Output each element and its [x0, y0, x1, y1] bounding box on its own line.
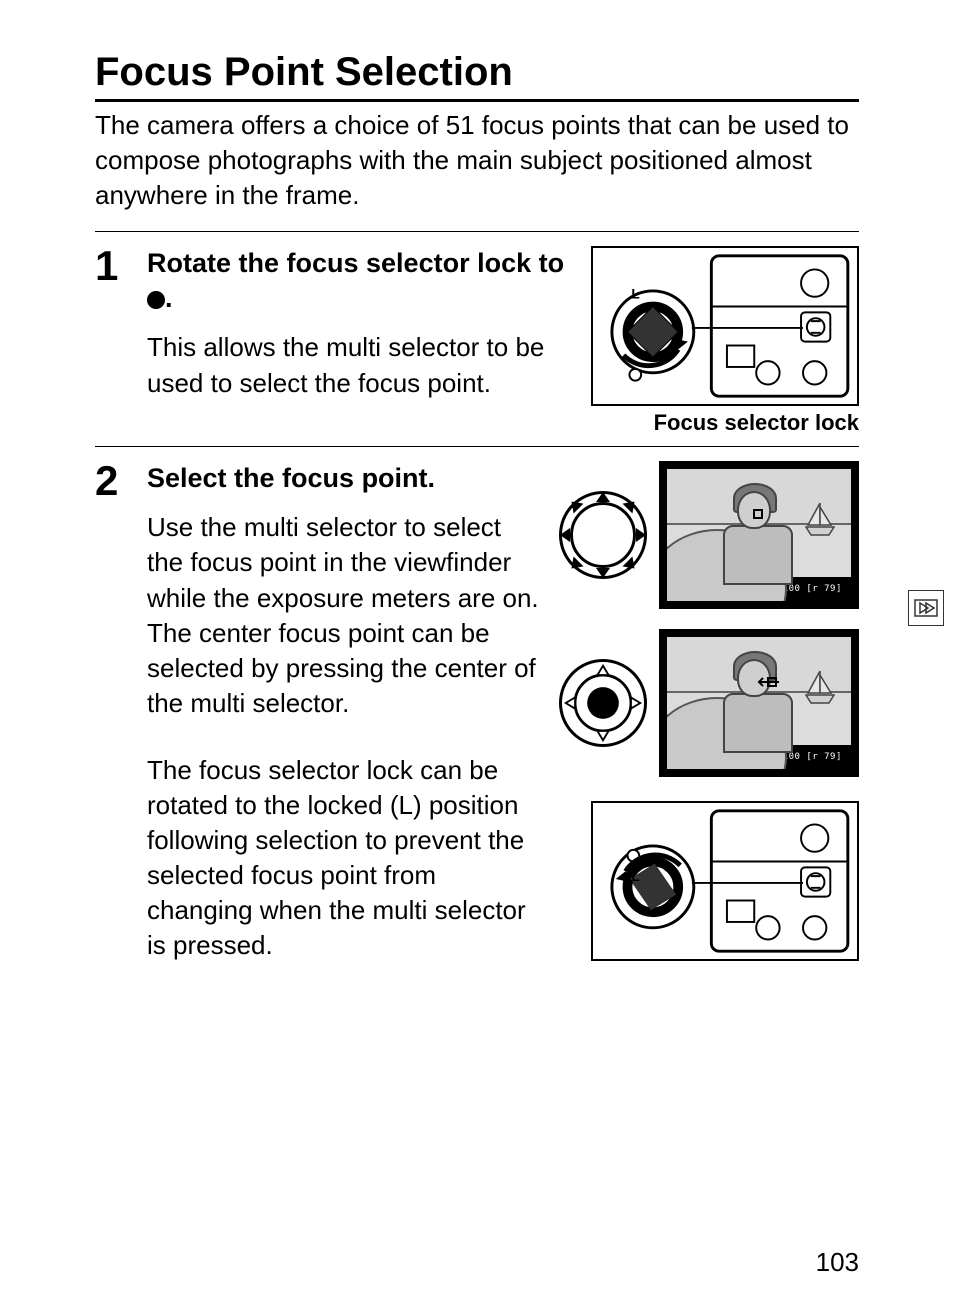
viewfinder-preview: ● ▮ P 125 5.6 ᴵˢᴼ 100 [r 79]	[659, 629, 859, 777]
step-number: 1	[95, 246, 129, 436]
divider	[95, 231, 859, 232]
focus-selector-locked-illustration: L	[591, 801, 859, 961]
figure-row: ● ▮ P 125 5.6 ᴵˢᴼ 100 [r 79]	[559, 629, 859, 777]
page-number: 103	[816, 1247, 859, 1278]
figure-row: ● ▮ P 125 5.6 ᴵˢᴼ 100 [r 79]	[559, 461, 859, 609]
intro-text: The camera offers a choice of 51 focus p…	[95, 108, 859, 213]
focus-bracket-icon	[753, 509, 763, 519]
multi-selector-center-icon	[559, 659, 647, 747]
step-heading: Rotate the focus selector lock to .	[147, 246, 575, 316]
step-para: Use the multi selector to select the foc…	[147, 510, 543, 721]
divider	[95, 446, 859, 447]
step-para: This allows the multi selector to be use…	[147, 330, 575, 400]
multi-selector-8way-icon	[559, 491, 647, 579]
step-para: The focus selector lock can be rotated t…	[147, 753, 543, 964]
viewfinder-preview: ● ▮ P 125 5.6 ᴵˢᴼ 100 [r 79]	[659, 461, 859, 609]
page-title: Focus Point Selection	[95, 50, 859, 102]
dot-icon	[147, 291, 165, 309]
section-tab-icon	[908, 590, 944, 626]
step-number: 2	[95, 461, 129, 995]
figure-row: L	[591, 801, 859, 961]
svg-text:L: L	[631, 869, 639, 884]
focus-selector-lock-illustration: L	[591, 246, 859, 406]
step-2: 2 Select the focus point. Use the multi …	[95, 461, 859, 995]
svg-text:L: L	[631, 287, 639, 302]
figure-caption: Focus selector lock	[654, 410, 859, 436]
heading-text-pre: Rotate the focus selector lock to	[147, 248, 564, 278]
heading-text-post: .	[165, 283, 173, 313]
step-1: 1 Rotate the focus selector lock to . Th…	[95, 246, 859, 436]
step-heading: Select the focus point.	[147, 461, 543, 496]
